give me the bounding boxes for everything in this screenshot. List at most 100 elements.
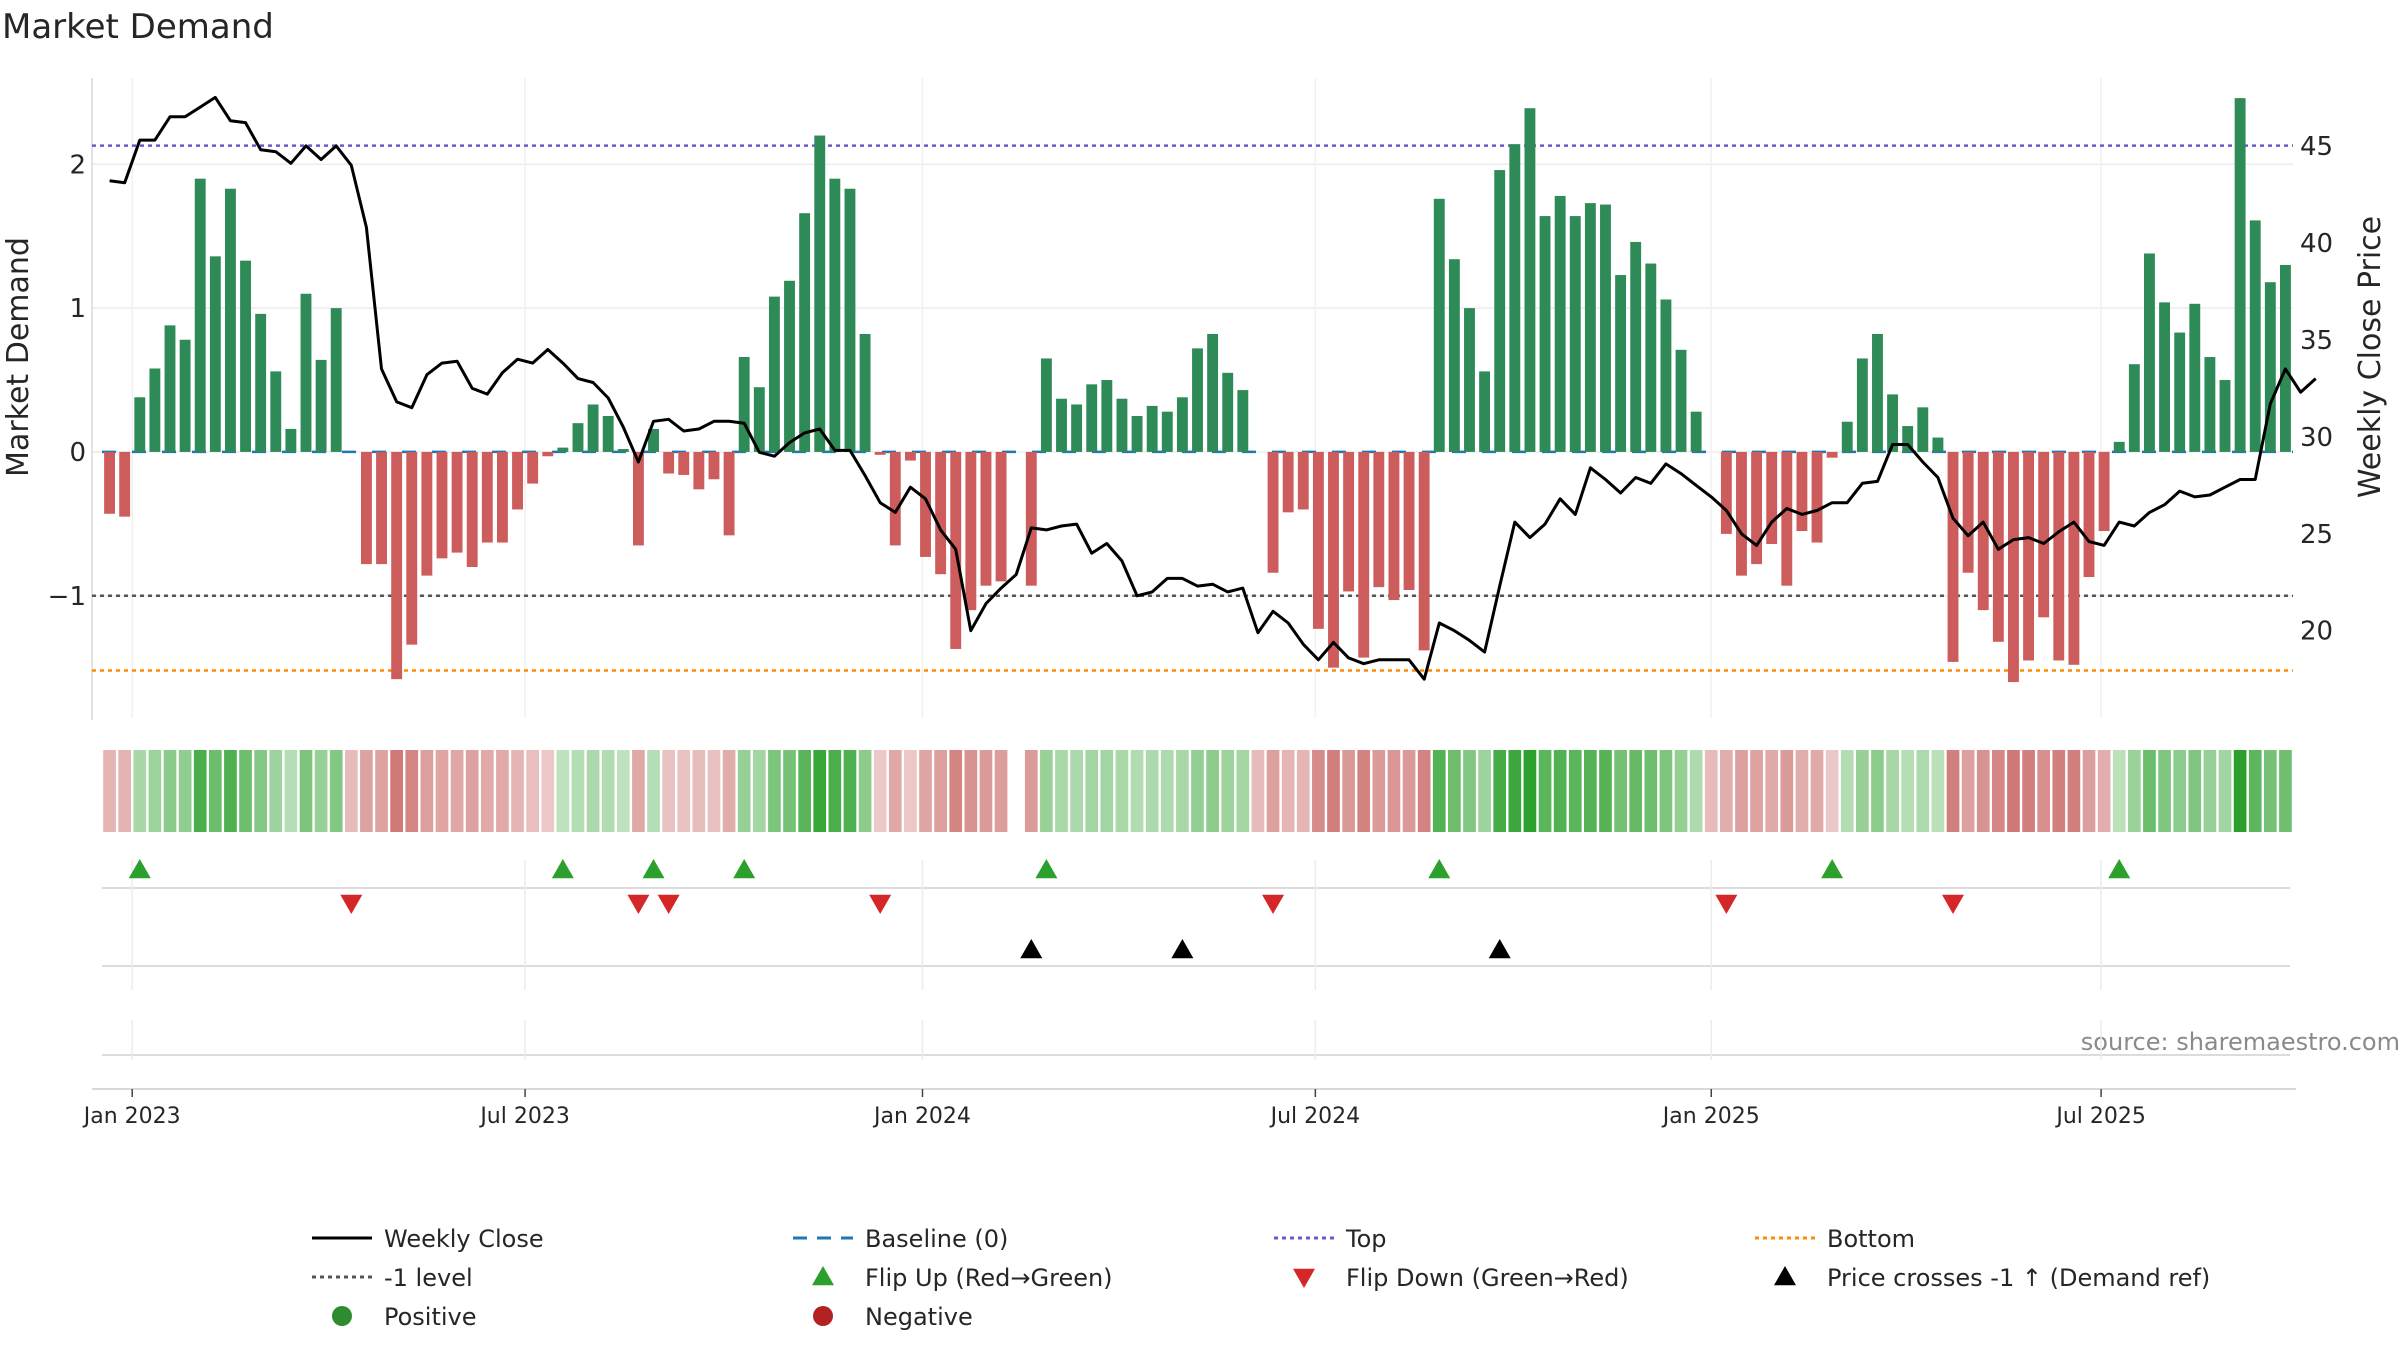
demand-bar-negative [1736,451,1747,576]
heat-cell [224,750,237,832]
demand-bar-negative [512,451,523,510]
demand-bar-positive [1660,299,1672,452]
demand-bar-positive [768,296,780,452]
demand-bar-positive [1932,437,1944,452]
demand-bar-positive [1176,397,1188,452]
flip-up-marker [128,859,151,879]
heat-cell [2127,750,2141,832]
heat-cell [1024,750,1038,832]
heat-cell [843,750,857,832]
demand-bar-positive [285,428,297,452]
demand-bar-negative [1720,451,1732,534]
demand-bar-positive [2219,380,2231,452]
heat-cell [163,750,177,832]
demand-bar-positive [134,397,146,452]
demand-bar-positive [164,325,176,452]
heat-cell [1614,750,1627,832]
demand-bar-positive [1116,398,1128,452]
demand-bar-positive [2189,303,2201,452]
flip-down-marker [340,894,363,914]
demand-bar-positive [1207,334,1219,452]
heat-cell [526,750,539,832]
flip-up-marker [1035,859,1058,879]
demand-bar-positive [1675,349,1687,452]
x-tick-label: Jul 2023 [478,1104,570,1129]
demand-bar-positive [1630,241,1642,452]
demand-bar-negative [920,451,931,557]
demand-bar-negative [2053,451,2065,661]
heat-cell [103,750,116,832]
heat-cell [707,750,721,832]
y-tick-label-left: 1 [69,294,86,324]
demand-bar-positive [1448,259,1460,452]
weekly-close-line [109,95,2317,681]
heat-cell [1145,750,1159,832]
demand-bar-positive [179,339,191,452]
heat-cell [888,750,902,832]
demand-bar-positive [240,260,251,452]
heat-cell [405,750,419,832]
legend-item: -1 level [312,1264,473,1292]
demand-bar-negative [1826,451,1838,458]
demand-bar-negative [693,451,705,490]
y-tick-label-left: 0 [69,438,86,468]
heat-cell [586,750,600,832]
heat-cell [1825,750,1839,832]
demand-bar-negative [451,451,463,553]
demand-bar-negative [466,451,478,567]
demand-bar-negative [481,451,493,543]
heat-cell [1629,750,1643,832]
demand-bar-positive [1615,275,1627,452]
heat-cell [556,750,570,832]
heat-cell [1720,750,1733,832]
heat-cell [1750,750,1763,832]
heat-cell [1478,750,1491,832]
heat-cell [2052,750,2066,832]
demand-bar-positive [2144,253,2155,452]
demand-bar-negative [889,451,901,546]
demand-bar-positive [829,178,841,452]
demand-bars [104,98,2291,683]
heat-cell [601,750,615,832]
demand-bar-positive [1584,203,1596,452]
heat-cell [420,750,434,832]
heat-cell [1281,750,1295,832]
heat-cell [541,750,555,832]
demand-bar-negative [874,451,886,455]
demand-bar-positive [648,428,659,452]
demand-bar-negative [980,451,992,586]
heat-cell [1856,750,1869,832]
heat-cell [1538,750,1552,832]
y-tick-label-right: 25 [2300,520,2333,550]
heat-cell [752,750,766,832]
legend-label: Negative [865,1303,973,1331]
heat-cell [873,750,887,832]
demand-bar-positive [1887,394,1899,452]
price-cross-marker [1488,939,1511,959]
demand-bar-positive [617,449,629,452]
demand-bar-positive [1086,384,1098,452]
legend-item: Positive [332,1303,477,1331]
heat-cell [1342,750,1355,832]
heat-cell [1296,750,1310,832]
heat-cell [208,750,222,832]
heat-cell [2112,750,2126,832]
heat-cell [1100,750,1114,832]
heat-cell [1191,750,1204,832]
heat-cell [496,750,509,832]
flip-down-marker [1942,894,1965,914]
demand-bar-negative [632,451,644,546]
demand-bar-negative [1328,451,1339,668]
demand-bar-positive [315,359,327,452]
heat-cell [798,750,811,832]
heat-cell [1689,750,1703,832]
heat-cell [1372,750,1386,832]
heat-cell [344,750,358,832]
y-tick-label-left: −1 [48,582,86,612]
demand-bar-negative [2098,451,2110,532]
chart-title: Market Demand [2,7,274,47]
demand-bar-negative [406,451,418,645]
heat-cell [1735,750,1748,832]
legend-item: Flip Up (Red→Green) [812,1264,1113,1292]
